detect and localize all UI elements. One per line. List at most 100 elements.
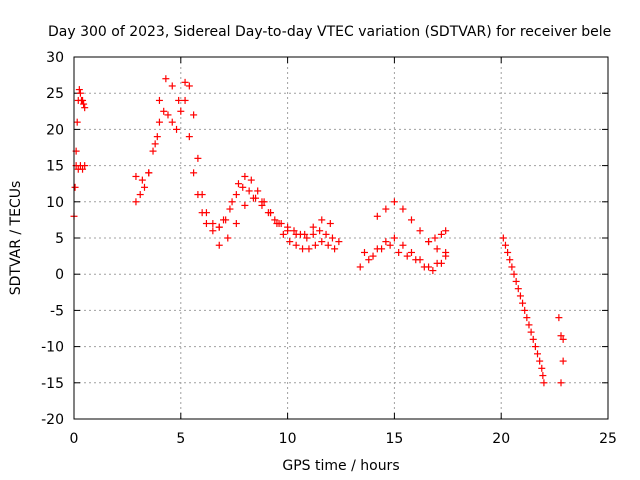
data-point-arc-1 xyxy=(73,118,81,126)
data-point-arc-5 xyxy=(356,263,364,271)
data-point-arc-5 xyxy=(437,259,445,267)
data-point-arc-7 xyxy=(536,357,544,365)
data-point-arc-6 xyxy=(437,230,445,238)
data-point-arc-2 xyxy=(226,205,234,213)
data-point-arc-3 xyxy=(222,216,230,224)
data-point-arc-7 xyxy=(557,332,565,340)
data-point-arc-5 xyxy=(395,248,403,256)
data-point-arc-2 xyxy=(202,220,210,228)
data-point-arc-2 xyxy=(335,238,343,246)
data-point-arc-2 xyxy=(190,169,198,177)
data-point-arc-7 xyxy=(519,299,527,307)
x-tick-label: 5 xyxy=(176,431,185,447)
data-point-arc-3 xyxy=(209,220,217,228)
data-point-arc-3 xyxy=(286,238,294,246)
data-point-arc-2 xyxy=(153,133,161,141)
data-point-arc-3 xyxy=(279,230,287,238)
data-point-arc-5 xyxy=(365,256,373,264)
data-point-arc-5 xyxy=(407,216,415,224)
y-tick-label: 0 xyxy=(55,267,64,283)
x-tick-label: 15 xyxy=(385,431,403,447)
data-point-arc-4 xyxy=(318,216,326,224)
data-point-arc-3 xyxy=(234,180,242,188)
data-point-arc-3 xyxy=(292,241,300,249)
y-tick-label: 15 xyxy=(46,159,64,175)
data-point-arc-4 xyxy=(232,220,240,228)
data-point-arc-3 xyxy=(311,241,319,249)
x-tick-label: 20 xyxy=(492,431,510,447)
grid-lines xyxy=(74,57,608,419)
data-point-arc-3 xyxy=(324,241,332,249)
data-point-arc-7 xyxy=(555,314,563,322)
data-point-arc-7 xyxy=(508,263,516,271)
data-point-arc-7 xyxy=(512,277,520,285)
data-point-arc-6 xyxy=(431,234,439,242)
data-point-arc-4 xyxy=(326,220,334,228)
data-point-arc-2 xyxy=(177,107,185,115)
data-point-arc-5 xyxy=(373,212,381,220)
data-point-arc-1 xyxy=(81,162,89,170)
data-point-arc-5 xyxy=(360,248,368,256)
data-point-arc-2 xyxy=(290,227,298,235)
data-point-arc-5 xyxy=(429,267,437,275)
data-point-arc-2 xyxy=(232,191,240,199)
data-point-arc-2 xyxy=(149,147,157,155)
data-point-arc-2 xyxy=(209,227,217,235)
x-tick-label: 25 xyxy=(599,431,617,447)
data-point-arc-5 xyxy=(382,238,390,246)
data-point-arc-7 xyxy=(516,292,524,300)
y-tick-label: 20 xyxy=(46,122,64,138)
data-point-arc-2 xyxy=(309,230,317,238)
data-point-arc-7 xyxy=(499,234,507,242)
data-point-arc-5 xyxy=(382,205,390,213)
data-point-arc-7 xyxy=(540,379,548,387)
data-point-arc-3 xyxy=(305,245,313,253)
plot-frame xyxy=(73,56,609,420)
data-point-arc-4 xyxy=(275,220,283,228)
data-point-arc-1 xyxy=(79,165,87,173)
y-tick-label: 25 xyxy=(46,86,64,102)
x-tick-label: 10 xyxy=(279,431,297,447)
data-point-arc-3 xyxy=(299,245,307,253)
data-point-arc-7 xyxy=(514,285,522,293)
data-point-arc-2 xyxy=(164,111,172,119)
y-tick-label: 5 xyxy=(55,231,64,247)
data-point-arc-5 xyxy=(390,198,398,206)
data-point-arc-7 xyxy=(521,306,529,314)
data-point-arc-2 xyxy=(181,96,189,104)
y-tick-label: -15 xyxy=(41,376,64,392)
data-point-arc-5 xyxy=(399,205,407,213)
data-point-arc-3 xyxy=(138,176,146,184)
data-point-arc-7 xyxy=(501,241,509,249)
data-point-arc-3 xyxy=(194,154,202,162)
chart-title: Day 300 of 2023, Sidereal Day-to-day VTE… xyxy=(48,24,611,40)
data-point-arc-4 xyxy=(267,209,275,217)
data-point-arc-3 xyxy=(145,169,153,177)
data-point-arc-3 xyxy=(185,82,193,90)
data-point-arc-5 xyxy=(386,241,394,249)
data-point-arc-7 xyxy=(531,343,539,351)
data-point-arc-1 xyxy=(79,96,87,104)
data-point-arc-2 xyxy=(185,133,193,141)
data-point-arc-7 xyxy=(527,328,535,336)
data-point-arc-5 xyxy=(442,248,450,256)
data-point-arc-5 xyxy=(390,234,398,242)
data-point-arc-5 xyxy=(416,227,424,235)
data-point-arc-1 xyxy=(81,104,89,112)
y-tick-label: -10 xyxy=(41,340,64,356)
data-point-arc-3 xyxy=(202,209,210,217)
data-point-arc-7 xyxy=(539,372,547,380)
data-point-arc-3 xyxy=(254,187,262,195)
data-point-arc-5 xyxy=(420,263,428,271)
data-point-arc-7 xyxy=(529,335,537,343)
data-point-arc-2 xyxy=(303,234,311,242)
data-point-arc-3 xyxy=(190,111,198,119)
data-point-arc-2 xyxy=(168,118,176,126)
data-point-arc-5 xyxy=(399,241,407,249)
data-point-arc-4 xyxy=(292,230,300,238)
data-point-arc-3 xyxy=(247,176,255,184)
data-point-arc-1 xyxy=(76,89,84,97)
data-point-arc-7 xyxy=(534,350,542,358)
data-point-arc-6 xyxy=(425,238,433,246)
data-point-arc-5 xyxy=(369,252,377,260)
